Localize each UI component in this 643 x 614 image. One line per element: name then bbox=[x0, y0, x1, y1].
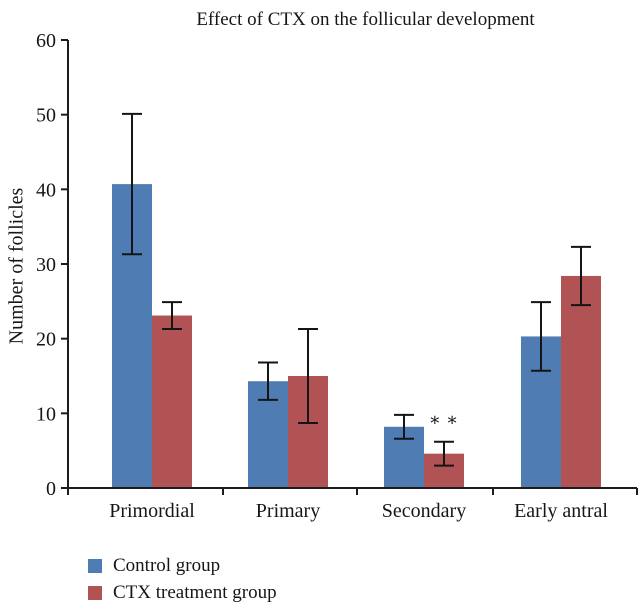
x-category-label-early-antral: Early antral bbox=[514, 500, 608, 522]
legend-item-control-group: Control group bbox=[88, 556, 277, 575]
y-tick-label: 10 bbox=[36, 403, 56, 425]
y-tick-label: 40 bbox=[36, 179, 56, 201]
legend: Control group CTX treatment group bbox=[88, 556, 277, 610]
y-tick-label: 60 bbox=[36, 30, 56, 52]
x-category-label-primary: Primary bbox=[256, 500, 320, 522]
legend-label-ctx-treatment-group: CTX treatment group bbox=[113, 582, 277, 603]
y-tick-label: 0 bbox=[46, 478, 56, 500]
legend-swatch-ctx-treatment-group bbox=[88, 585, 102, 600]
y-tick-label: 50 bbox=[36, 105, 56, 127]
legend-item-ctx-treatment-group: CTX treatment group bbox=[88, 583, 277, 602]
chart-title: Effect of CTX on the follicular developm… bbox=[196, 9, 535, 30]
significance-annotation: ∗∗ bbox=[429, 409, 463, 429]
legend-label-control-group: Control group bbox=[113, 555, 221, 576]
legend-swatch-control-group bbox=[88, 558, 102, 573]
y-tick-label: 30 bbox=[36, 254, 56, 276]
x-category-label-primordial: Primordial bbox=[109, 500, 195, 522]
y-tick-label: 20 bbox=[36, 329, 56, 351]
bar-ctx-early-antral bbox=[561, 275, 601, 488]
x-category-label-secondary: Secondary bbox=[382, 500, 466, 522]
bar-ctx-primordial bbox=[152, 315, 192, 488]
